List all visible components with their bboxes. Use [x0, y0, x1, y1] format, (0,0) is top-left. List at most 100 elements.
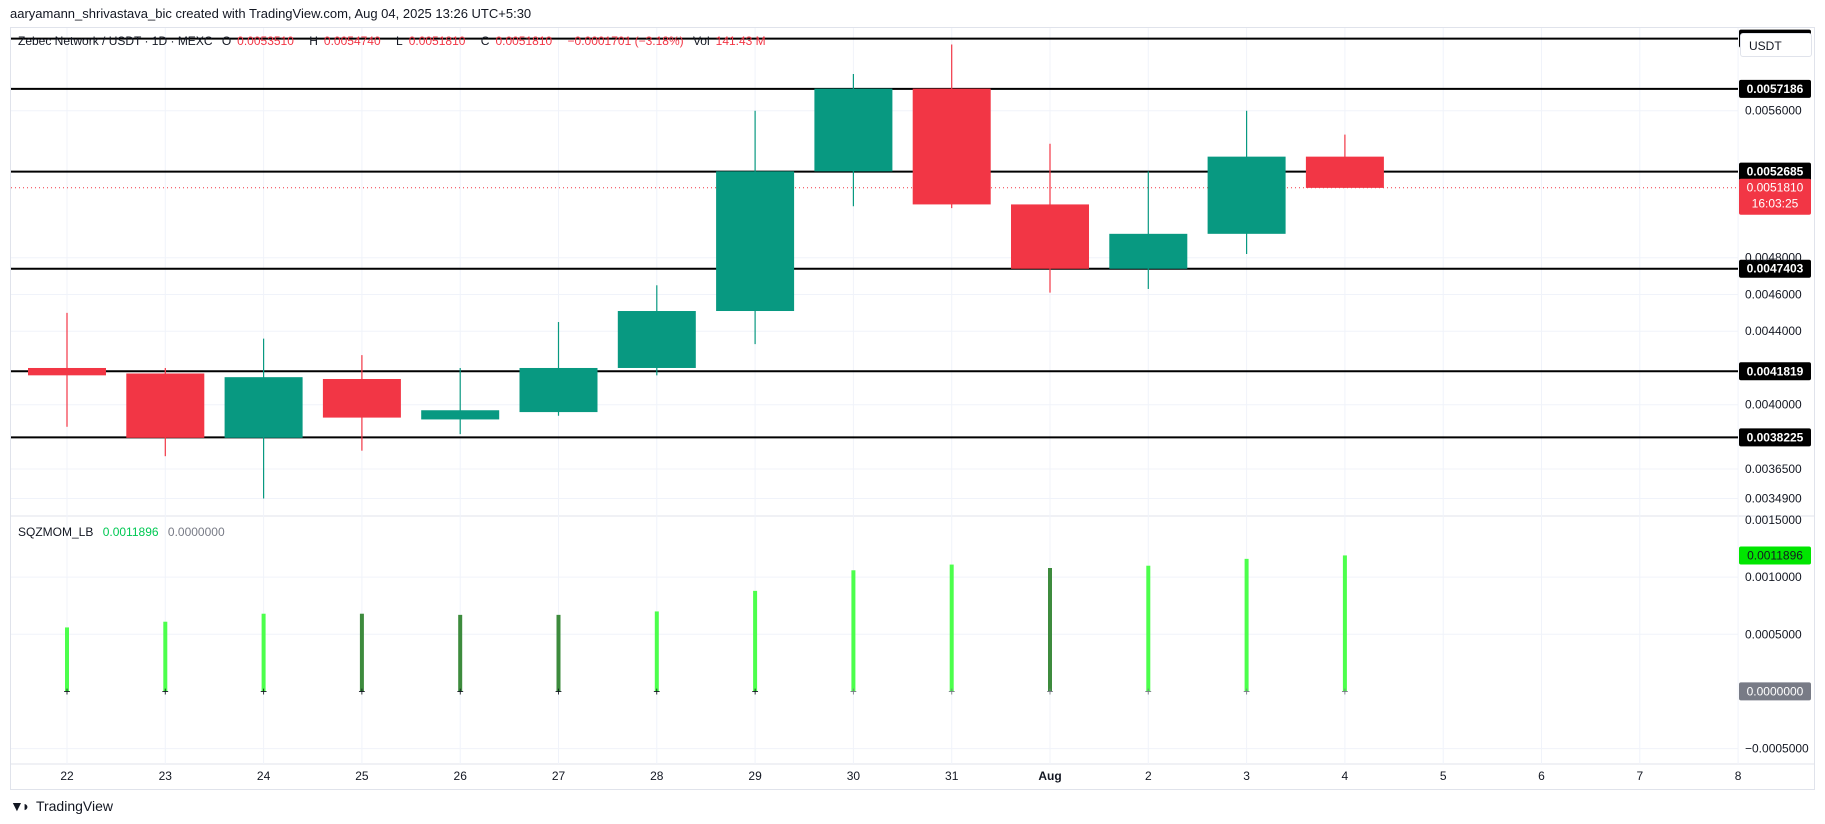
indicator-name[interactable]: SQZMOM_LB [18, 525, 94, 539]
x-axis-tick-label: Aug [1038, 769, 1061, 783]
y-axis-tick-label: 0.0036500 [1745, 462, 1802, 476]
indicator-value-2: 0.0000000 [167, 525, 225, 539]
low-label: L [396, 34, 403, 48]
squeeze-dot-marker: + [162, 684, 169, 698]
open-value: 0.0053510 [237, 34, 294, 48]
squeeze-dot-marker: + [457, 684, 464, 698]
x-axis-tick-label: 7 [1636, 769, 1643, 783]
momentum-bar[interactable] [654, 611, 659, 692]
indicator-y-tick-label: 0.0005000 [1745, 627, 1802, 641]
squeeze-dot-marker: + [653, 684, 660, 698]
squeeze-dot-marker: + [1145, 684, 1152, 698]
momentum-bar[interactable] [1244, 558, 1249, 692]
indicator-legend: SQZMOM_LB 0.0011896 0.0000000 [18, 525, 225, 539]
x-axis-tick-label: 8 [1735, 769, 1742, 783]
x-axis-tick-label: 27 [552, 769, 566, 783]
momentum-bar[interactable] [458, 614, 463, 692]
indicator-y-tick-label: 0.0015000 [1745, 513, 1802, 527]
current-price-label: 0.0051810 [1747, 181, 1804, 195]
close-value: 0.0051810 [495, 34, 553, 48]
candle-body[interactable] [1109, 233, 1188, 269]
indicator-y-tick-label: 0.0010000 [1745, 570, 1802, 584]
candle-body[interactable] [1011, 204, 1089, 269]
candle-body[interactable] [126, 373, 205, 438]
footer-logo-text: TradingView [35, 798, 113, 814]
candle-body[interactable] [617, 311, 696, 368]
x-axis-tick-label: 5 [1440, 769, 1447, 783]
level-price-label: 0.0041819 [1747, 364, 1804, 378]
indicator-zero-label: 0.0000000 [1747, 684, 1804, 698]
level-price-label: 0.0052685 [1747, 165, 1804, 179]
level-price-label: 0.0057186 [1747, 82, 1804, 96]
x-axis-tick-label: 30 [847, 769, 861, 783]
close-label: C [480, 34, 490, 48]
x-axis-tick-label: 26 [454, 769, 468, 783]
level-price-label-bg [1739, 362, 1811, 381]
y-axis-tick-label: 0.0046000 [1745, 287, 1802, 301]
chart-frame [10, 27, 1815, 790]
candle-body[interactable] [322, 379, 401, 418]
x-axis-tick-label: 22 [60, 769, 74, 783]
candle-body[interactable] [716, 171, 795, 312]
level-price-label: 0.0038225 [1747, 430, 1804, 444]
momentum-bar[interactable] [1048, 568, 1052, 692]
tradingview-logo-icon: ▼◗ [10, 798, 30, 814]
indicator-y-tick-label: −0.0005000 [1745, 742, 1809, 756]
squeeze-dot-marker: + [555, 684, 562, 698]
momentum-bar[interactable] [261, 613, 266, 692]
symbol-legend: Zebec Network / USDT · 1D · MEXC O 0.0053… [18, 34, 778, 48]
candle-body[interactable] [1207, 156, 1286, 234]
chart-attribution: aaryamann_shrivastava_bic created with T… [10, 6, 532, 21]
x-axis-tick-label: 25 [355, 769, 369, 783]
momentum-bar[interactable] [753, 590, 758, 692]
momentum-bar[interactable] [949, 564, 954, 692]
x-axis-tick-label: 31 [945, 769, 959, 783]
y-axis-tick-label: 0.0048000 [1745, 251, 1802, 265]
momentum-bar[interactable] [359, 613, 364, 692]
candle-body[interactable] [1305, 156, 1384, 188]
x-axis-tick-label: 3 [1243, 769, 1250, 783]
y-axis-tick-label: 0.0034900 [1745, 491, 1802, 505]
y-axis-tick-label: 0.0040000 [1745, 398, 1802, 412]
momentum-bar[interactable] [1342, 555, 1347, 692]
momentum-bar[interactable] [65, 627, 69, 692]
symbol-title[interactable]: Zebec Network / USDT · 1D · MEXC [18, 34, 213, 48]
momentum-bar[interactable] [851, 570, 856, 692]
squeeze-dot-marker: + [260, 684, 267, 698]
squeeze-dot-marker: + [948, 684, 955, 698]
candle-body[interactable] [519, 367, 598, 413]
momentum-bar[interactable] [1146, 565, 1151, 692]
squeeze-dot-marker: + [63, 684, 70, 698]
x-axis-tick-label: 6 [1538, 769, 1545, 783]
volume-label: Vol [692, 34, 710, 48]
change-value: −0.0001701 (−3.18%) [567, 34, 684, 48]
indicator-value-1: 0.0011896 [102, 525, 159, 539]
momentum-bar[interactable] [163, 621, 168, 692]
open-label: O [221, 34, 232, 48]
candle-body[interactable] [421, 410, 500, 420]
level-price-label-bg [1739, 162, 1811, 181]
level-price-label: 0.0047403 [1747, 262, 1804, 276]
footer-logo[interactable]: ▼◗ TradingView [10, 798, 113, 814]
currency-button[interactable]: USDT [1740, 33, 1812, 57]
candle-body[interactable] [814, 88, 893, 172]
x-axis-tick-label: 29 [748, 769, 762, 783]
current-price-label-bg [1739, 178, 1811, 215]
low-value: 0.0051810 [408, 34, 466, 48]
momentum-bar[interactable] [556, 614, 561, 692]
squeeze-dot-marker: + [752, 684, 759, 698]
squeeze-dot-marker: + [358, 684, 365, 698]
squeeze-dot-marker: + [850, 684, 857, 698]
bar-countdown-label: 16:03:25 [1752, 197, 1799, 211]
squeeze-dot-marker: + [1243, 684, 1250, 698]
y-axis-tick-label: 0.0056000 [1745, 104, 1802, 118]
level-price-label-bg [1739, 259, 1811, 278]
candle-body[interactable] [912, 88, 991, 205]
candle-body[interactable] [28, 367, 106, 376]
candle-body[interactable] [224, 377, 303, 438]
x-axis-tick-label: 23 [159, 769, 173, 783]
level-price-label-bg [1739, 428, 1811, 447]
level-price-label-bg [1739, 79, 1811, 98]
x-axis-tick-label: 28 [650, 769, 664, 783]
